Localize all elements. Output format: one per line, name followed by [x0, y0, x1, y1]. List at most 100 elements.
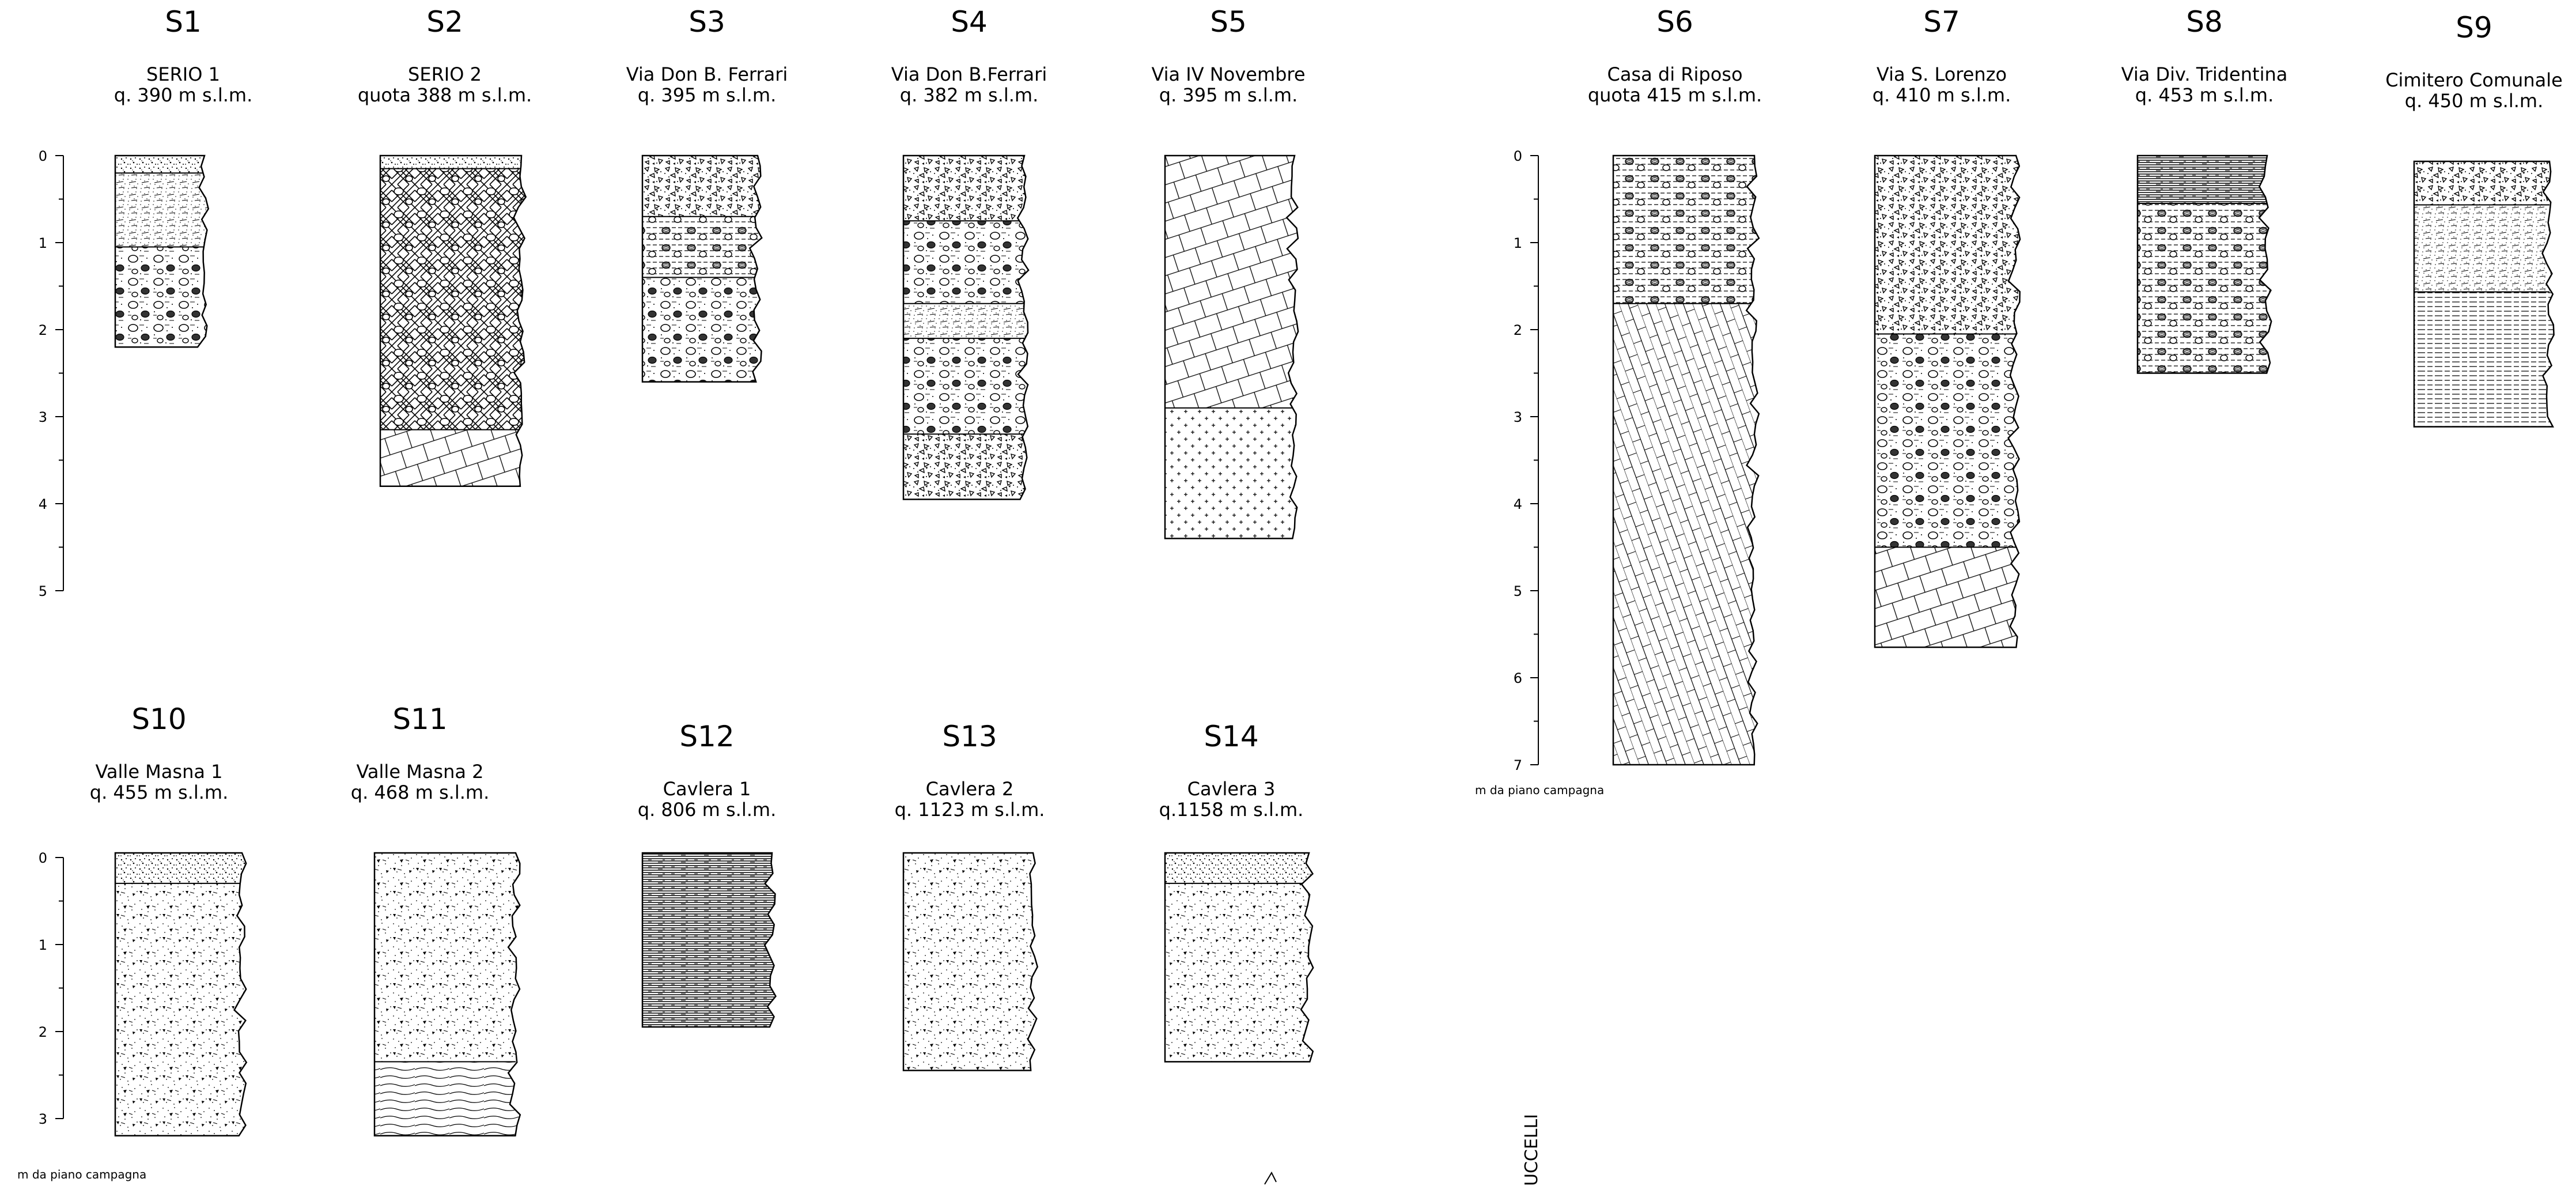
- s8-elevation: q. 453 m s.l.m.: [2135, 84, 2274, 106]
- s9-borehole-id: S9: [2456, 11, 2492, 44]
- s10-column-outline: [114, 852, 248, 1137]
- s4-layer-2-gravel-sand: [903, 221, 1029, 304]
- scale-top-right-label: 5: [1514, 583, 1522, 599]
- s11-layer-2-wavy-lines: [375, 1062, 520, 1136]
- borehole-s1: [114, 154, 210, 348]
- s2-site-name: SERIO 2: [408, 63, 482, 85]
- s4-elevation: q. 382 m s.l.m.: [900, 84, 1039, 106]
- s4-column-outline: [902, 154, 1030, 500]
- s12-column-outline: [641, 852, 777, 1028]
- scale-top-left-label: 5: [39, 583, 47, 599]
- s4-layer-5-breccia: [903, 434, 1029, 500]
- scale-top-left-label: 3: [39, 409, 47, 425]
- s2-layer-1-topsoil: [380, 156, 526, 169]
- scale-top-left-label: 1: [39, 235, 47, 251]
- s13-site-name: Cavlera 2: [926, 778, 1014, 800]
- s2-layer-2-cross-hatch-gravel: [380, 168, 526, 430]
- s1-layer-2-sand-lenses: [115, 173, 209, 247]
- s2-layer-3-bedrock: [380, 429, 526, 486]
- s6-elevation: quota 415 m s.l.m.: [1588, 84, 1762, 106]
- borehole-s6: [1612, 154, 1760, 766]
- s5-column-outline: [1164, 154, 1299, 539]
- s10-layer-2-debris: [115, 883, 247, 1136]
- s11-borehole-id: S11: [392, 702, 447, 736]
- s1-layer-1-topsoil: [115, 156, 209, 173]
- s5-site-name: Via IV Novembre: [1151, 63, 1305, 85]
- s3-layer-1-breccia: [642, 156, 762, 217]
- scale-top-left-label: 2: [39, 322, 47, 338]
- s2-column-outline: [379, 154, 527, 488]
- borehole-s8: [2136, 154, 2272, 374]
- scale-top-right-label: 6: [1514, 670, 1522, 686]
- scale-bottom-left-label: 3: [39, 1111, 47, 1127]
- borehole-s10: [114, 852, 248, 1137]
- s9-layer-2-sand-lenses: [2414, 205, 2554, 292]
- depth-scale-top-right: 0 1 2 3 4 5 6 7: [1514, 148, 1539, 773]
- s4-borehole-id: S4: [951, 5, 988, 39]
- s6-site-name: Casa di Riposo: [1607, 63, 1742, 85]
- borehole-s11: [373, 852, 521, 1137]
- scale-top-right-label: 7: [1514, 757, 1522, 773]
- s1-layer-3-gravel-sand: [115, 247, 209, 348]
- s8-column-outline: [2136, 154, 2272, 374]
- s11-layer-1-debris: [375, 853, 520, 1062]
- s1-borehole-id: S1: [165, 5, 202, 39]
- depth-scale-bottom-left: 0 1 2 3: [39, 850, 64, 1127]
- s6-column-outline: [1612, 154, 1760, 766]
- s5-elevation: q. 395 m s.l.m.: [1159, 84, 1298, 106]
- s7-layer-3-bedrock: [1875, 547, 2021, 648]
- depth-unit-caption-right: m da piano campagna: [1475, 783, 1604, 797]
- s8-layer-1-laminated: [2138, 156, 2272, 204]
- s6-layer-1-silty-gravel: [1613, 156, 1759, 304]
- s10-site-name: Valle Masna 1: [96, 761, 223, 783]
- s5-layer-1-bedrock: [1165, 156, 1299, 408]
- s13-elevation: q. 1123 m s.l.m.: [895, 799, 1045, 821]
- s7-layer-1-breccia: [1875, 156, 2021, 334]
- s13-layer-1-debris: [903, 853, 1038, 1071]
- s1-elevation: q. 390 m s.l.m.: [114, 84, 253, 106]
- s3-layer-2-silty-gravel: [642, 216, 762, 278]
- s5-layer-2-crosses: [1165, 407, 1299, 539]
- s4-layer-4-gravel-sand: [903, 338, 1029, 435]
- s11-elevation: q. 468 m s.l.m.: [351, 781, 490, 803]
- s3-site-name: Via Don B. Ferrari: [626, 63, 788, 85]
- s2-elevation: quota 388 m s.l.m.: [358, 84, 532, 106]
- scale-top-right-label: 3: [1514, 409, 1522, 425]
- s4-layer-3-sand-lenses: [903, 303, 1029, 339]
- s12-elevation: q. 806 m s.l.m.: [638, 799, 777, 821]
- s3-borehole-id: S3: [689, 5, 725, 39]
- scale-top-left-label: 0: [39, 148, 47, 164]
- s14-layer-1-topsoil: [1165, 853, 1314, 883]
- s9-column-outline: [2413, 160, 2555, 428]
- s10-layer-1-topsoil: [115, 853, 247, 883]
- s12-site-name: Cavlera 1: [663, 778, 751, 800]
- s14-elevation: q.1158 m s.l.m.: [1159, 799, 1304, 821]
- s7-layer-2-gravel-sand: [1875, 334, 2021, 547]
- clipped-margin-label: UCCELLI: [1522, 1114, 1542, 1186]
- s12-layer-1-laminated: [642, 853, 776, 1027]
- borehole-s12: [641, 852, 777, 1028]
- s1-site-name: SERIO 1: [146, 63, 220, 85]
- s11-column-outline: [373, 852, 521, 1137]
- s10-borehole-id: S10: [131, 702, 186, 736]
- s7-borehole-id: S7: [1923, 5, 1960, 39]
- s7-column-outline: [1874, 154, 2021, 648]
- borehole-s4: [902, 154, 1030, 500]
- s4-site-name: Via Don B.Ferrari: [891, 63, 1047, 85]
- borehole-s3: [641, 154, 763, 383]
- s7-site-name: Via S. Lorenzo: [1877, 63, 2007, 85]
- borehole-s5: [1164, 154, 1299, 539]
- depth-scale-top-left: 0 1 2 3 4 5: [39, 148, 64, 599]
- scale-bottom-left-label: 0: [39, 850, 47, 866]
- s9-layer-3-silt: [2414, 292, 2554, 427]
- s3-elevation: q. 395 m s.l.m.: [638, 84, 777, 106]
- borehole-s9: [2413, 160, 2555, 428]
- borehole-s7: [1874, 154, 2021, 648]
- clipped-mark: [1264, 1171, 1277, 1185]
- borehole-s2: [379, 154, 527, 488]
- s4-layer-1-breccia: [903, 156, 1029, 221]
- scale-top-left-label: 4: [39, 496, 47, 512]
- s14-site-name: Cavlera 3: [1187, 778, 1276, 800]
- s8-layer-2-silty-gravel: [2138, 203, 2272, 373]
